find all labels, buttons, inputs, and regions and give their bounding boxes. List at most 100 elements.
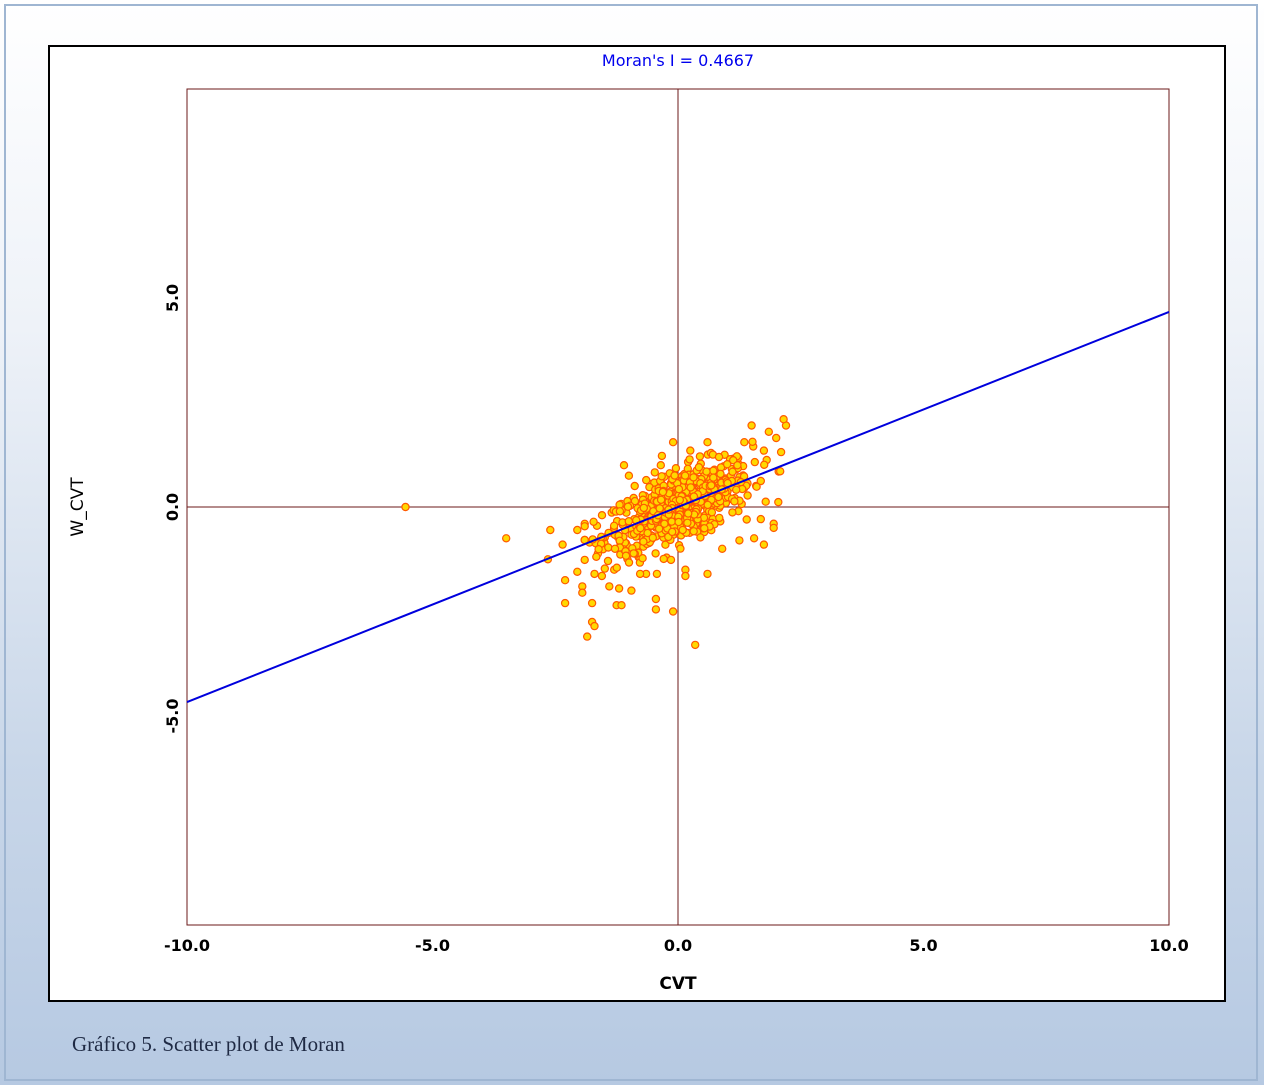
scatter-point <box>707 508 717 517</box>
scatter-point <box>580 555 589 565</box>
scatter-point <box>772 433 781 443</box>
scatter-point <box>707 481 716 490</box>
scatter-point <box>573 525 582 535</box>
scatter-point <box>656 495 666 504</box>
scatter-point <box>740 438 749 447</box>
scatter-point <box>742 515 751 524</box>
x-tick-label: 10.0 <box>1149 936 1188 955</box>
scatter-point <box>730 497 739 506</box>
scatter-point <box>703 569 712 579</box>
scatter-point <box>695 452 705 461</box>
scatter-point <box>651 549 660 558</box>
scatter-point <box>573 567 582 577</box>
scatter-point <box>685 455 694 464</box>
scatter-point <box>597 511 607 520</box>
scatter-point <box>759 540 769 549</box>
scatter-point <box>732 485 741 494</box>
scatter-point <box>670 471 679 480</box>
y-axis-label: W_CVT <box>68 477 88 537</box>
scatter-point <box>667 517 676 526</box>
points-layer <box>401 415 791 650</box>
scatter-point <box>683 518 692 527</box>
scatter-point <box>709 473 718 482</box>
scatter-point <box>779 415 788 424</box>
scatter-point <box>718 544 727 553</box>
scatter-point <box>627 586 636 595</box>
scatter-point <box>675 495 685 505</box>
scatter-point <box>760 460 769 469</box>
scatter-point <box>743 491 752 500</box>
scatter-point <box>605 582 614 591</box>
scatter-point <box>558 540 567 549</box>
scatter-point <box>621 551 631 560</box>
scatter-point <box>614 584 624 593</box>
scatter-point <box>759 446 769 455</box>
scatter-point <box>694 463 704 472</box>
scatter-point <box>635 569 645 579</box>
scatter-point <box>714 492 723 502</box>
scatter-point <box>657 472 666 481</box>
scatter-point <box>587 598 597 608</box>
scatter-point <box>651 594 661 604</box>
scatter-point <box>660 519 669 528</box>
scatter-point <box>686 446 695 455</box>
scatter-point <box>749 534 759 543</box>
scatter-point <box>580 522 589 531</box>
scatter-point <box>752 482 761 491</box>
scatter-point <box>747 421 756 430</box>
scatter-point <box>703 438 712 447</box>
scatter-point <box>597 571 607 581</box>
x-tick-label: 0.0 <box>664 936 692 955</box>
scatter-point <box>748 437 757 446</box>
scatter-point <box>671 464 681 473</box>
scatter-point <box>655 504 664 513</box>
scatter-point <box>691 640 700 650</box>
scatter-point <box>750 457 760 467</box>
scatter-point <box>502 534 511 543</box>
x-tick-label: 5.0 <box>909 936 937 955</box>
scatter-point <box>678 525 687 535</box>
scatter-point <box>668 607 678 616</box>
scatter-point <box>638 554 647 563</box>
scatter-point <box>583 632 592 641</box>
scatter-point <box>659 554 668 564</box>
scatter-point <box>735 536 744 545</box>
scatter-point <box>401 502 410 512</box>
regression-line <box>186 310 1170 704</box>
scatter-point <box>642 475 651 485</box>
scatter-point <box>623 502 633 511</box>
scatter-point <box>600 564 610 573</box>
scatter-point <box>728 467 737 476</box>
scatter-point <box>703 500 712 510</box>
scatter-point <box>652 569 662 579</box>
scatter-point <box>590 569 599 579</box>
y-tick-label: 0.0 <box>163 493 182 521</box>
scatter-point <box>668 527 677 537</box>
scatter-point <box>656 461 666 470</box>
scatter-point <box>764 427 774 436</box>
scatter-point <box>666 555 676 565</box>
scatter-point <box>639 503 649 513</box>
scatter-point <box>648 533 658 542</box>
y-tick-label: -5.0 <box>163 699 182 734</box>
figure-caption: Gráfico 5. Scatter plot de Moran <box>72 1032 345 1056</box>
scatter-point <box>716 469 725 479</box>
scatter-point <box>639 537 648 546</box>
scatter-point <box>756 514 766 524</box>
scatter-point <box>578 588 587 597</box>
scatter-point <box>617 601 626 610</box>
scatter-point <box>776 447 786 457</box>
scatter-point <box>603 556 613 566</box>
scatter-point <box>590 621 599 631</box>
scatter-point <box>723 460 732 469</box>
scatter-point <box>714 452 724 462</box>
scatter-point <box>756 476 766 486</box>
scatter-point <box>657 451 667 461</box>
scatter-point <box>761 497 770 506</box>
scatter-point <box>592 552 601 561</box>
scatter-point <box>560 576 570 585</box>
scatter-point <box>636 523 645 533</box>
scatter-point <box>654 524 664 533</box>
scatter-point <box>650 468 660 477</box>
scatter-point <box>594 545 603 554</box>
